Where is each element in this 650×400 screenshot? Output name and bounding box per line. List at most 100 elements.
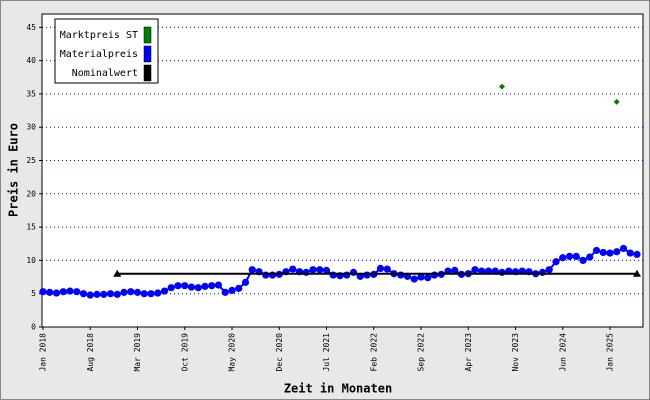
marker [430, 271, 439, 279]
marker [167, 284, 175, 292]
marker [592, 246, 601, 255]
x-tick-label: Mar 2019 [133, 333, 142, 372]
x-axis-title: Zeit in Monaten [284, 382, 392, 396]
marker [106, 290, 115, 298]
marker [113, 290, 121, 298]
marker [383, 265, 391, 273]
marker [73, 288, 81, 296]
x-tick-label: Feb 2022 [369, 333, 378, 372]
marker [194, 284, 202, 292]
marker [626, 249, 634, 257]
x-tick-label: Jan 2018 [39, 333, 48, 372]
marker [133, 288, 142, 296]
marker [613, 98, 620, 105]
marker [329, 271, 337, 279]
marker [127, 288, 135, 296]
marker [376, 264, 385, 272]
x-tick-label: May 2020 [228, 333, 237, 372]
y-tick-label: 10 [26, 256, 36, 265]
marker [79, 290, 88, 298]
marker [343, 271, 351, 279]
x-tick-label: Oct 2019 [180, 333, 189, 372]
marker [552, 258, 560, 266]
x-tick-label: Apr 2023 [464, 333, 473, 372]
marker [633, 269, 641, 277]
marker [248, 266, 256, 274]
x-tick-label: Jun 2024 [558, 333, 567, 372]
marker [451, 266, 459, 274]
marker [113, 269, 122, 277]
marker [309, 266, 317, 274]
x-tick-label: Dec 2020 [275, 333, 284, 372]
marker [410, 275, 418, 283]
marker [66, 287, 74, 295]
legend-box [54, 18, 159, 84]
marker [586, 253, 594, 261]
y-tick-label: 35 [26, 89, 36, 98]
marker [579, 256, 587, 265]
marker [93, 290, 101, 298]
legend-label: Marktpreis ST [60, 30, 138, 41]
x-tick-label: Sep 2022 [417, 333, 426, 372]
marker [498, 268, 506, 276]
marker [86, 291, 94, 299]
y-tick-label: 5 [31, 289, 36, 298]
marker [187, 283, 196, 291]
marker [397, 271, 405, 279]
marker [120, 288, 128, 296]
y-tick-label: 25 [26, 156, 36, 165]
marker [140, 290, 148, 298]
marker [559, 254, 567, 262]
x-tick-label: Nov 2023 [511, 333, 520, 372]
x-tick-label: Jan 2025 [606, 333, 615, 372]
marker [316, 266, 324, 274]
y-tick-label: 0 [31, 323, 36, 332]
legend-swatch [143, 64, 152, 82]
marker [208, 282, 216, 290]
marker [417, 273, 425, 281]
marker [363, 271, 371, 279]
legend-label: Materialpreis [60, 49, 138, 60]
marker [268, 271, 277, 279]
marker [160, 287, 169, 295]
marker [39, 288, 47, 296]
marker [538, 268, 547, 276]
marker [499, 83, 505, 90]
marker [235, 284, 243, 292]
marker [565, 252, 574, 261]
marker [241, 278, 250, 286]
marker [349, 268, 358, 276]
marker [46, 288, 54, 296]
marker [100, 290, 108, 298]
marker [424, 274, 432, 282]
y-tick-label: 15 [26, 223, 36, 232]
x-tick-label: Aug 2018 [86, 333, 95, 372]
marker [201, 282, 209, 290]
marker [322, 266, 331, 274]
marker [214, 281, 223, 289]
marker [471, 266, 479, 274]
x-tick-label: Jul 2021 [322, 333, 331, 372]
marker [633, 250, 641, 259]
marker [174, 282, 182, 290]
marker [572, 252, 580, 261]
marker [59, 288, 67, 296]
legend-swatch [143, 45, 152, 63]
marker [619, 244, 628, 253]
marker [52, 289, 61, 297]
y-axis-title: Preis in Euro [7, 123, 21, 217]
y-tick-label: 20 [26, 189, 36, 198]
marker [599, 248, 607, 257]
marker [147, 290, 155, 298]
marker [221, 288, 229, 296]
marker [228, 286, 236, 294]
marker [181, 282, 189, 290]
legend-label: Nominalwert [72, 68, 138, 79]
y-tick-label: 45 [26, 23, 36, 32]
marker [262, 271, 270, 279]
y-tick-label: 30 [26, 123, 36, 132]
marker [289, 265, 297, 273]
marker [545, 266, 553, 274]
legend-swatch [143, 26, 152, 44]
